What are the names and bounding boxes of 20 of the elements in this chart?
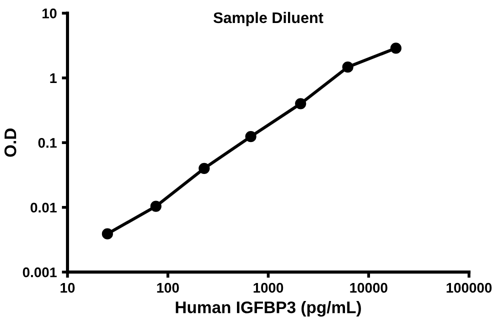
point: [390, 42, 402, 54]
x-tick-label: 10: [60, 282, 75, 293]
x-tick-label: 100000: [446, 282, 492, 293]
y-tick-label: 10: [42, 8, 57, 18]
point: [295, 98, 306, 110]
x-tick-label: 1000: [254, 282, 284, 293]
x-tick-label: 10000: [350, 282, 388, 293]
y-tick-label: 0.01: [30, 202, 57, 213]
point: [198, 162, 210, 174]
x-tick-label: 100: [157, 282, 179, 293]
y-tick-label: 0.1: [38, 138, 57, 148]
point: [245, 131, 256, 142]
point: [342, 62, 354, 73]
y-axis-title: O.D: [4, 128, 16, 157]
y-tick-label: 0.001: [22, 267, 57, 278]
y-tick-label: 1: [50, 73, 57, 83]
point: [102, 228, 113, 240]
x-axis-title: Human IGFBP3 (pg/mL): [176, 301, 361, 317]
point: [150, 200, 162, 212]
chart-title: Sample Diluent: [214, 12, 324, 26]
